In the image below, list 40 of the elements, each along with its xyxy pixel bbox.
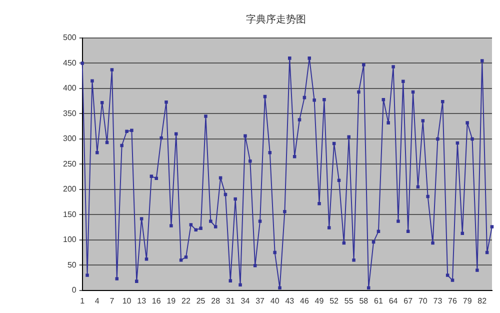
y-tick-label: 500 <box>62 33 77 42</box>
x-tick-label: 70 <box>418 296 428 306</box>
x-tick-label: 46 <box>300 296 310 306</box>
x-tick-label: 79 <box>462 296 472 306</box>
y-tick-label: 350 <box>62 108 77 118</box>
y-tick-label: 150 <box>62 210 77 219</box>
y-tick-label: 400 <box>62 84 77 93</box>
x-tick-label: 7 <box>110 296 115 306</box>
chart-title: 字典序走势图 <box>246 14 306 26</box>
x-tick-label: 76 <box>448 296 458 306</box>
x-tick-label: 40 <box>270 296 280 306</box>
x-tick-label: 28 <box>211 296 221 306</box>
x-tick-label: 37 <box>256 296 266 306</box>
y-tick-label: 300 <box>62 134 77 144</box>
x-tick-label: 19 <box>166 296 176 306</box>
x-tick-label: 4 <box>94 296 100 306</box>
x-tick-label: 34 <box>240 296 250 306</box>
x-tick-label: 22 <box>182 296 191 306</box>
x-tick-label: 43 <box>285 296 295 306</box>
y-tick-label: 50 <box>67 260 77 270</box>
x-tick-label: 1 <box>80 296 86 306</box>
y-tick-label: 250 <box>62 159 77 168</box>
x-tick-label: 52 <box>330 296 340 306</box>
x-tick-label: 25 <box>196 296 206 306</box>
x-tick-label: 10 <box>122 296 132 306</box>
x-tick-label: 61 <box>374 296 384 306</box>
x-tick-label: 55 <box>344 296 354 306</box>
y-tick-label: 0 <box>72 286 77 295</box>
x-tick-label: 16 <box>152 296 162 306</box>
x-tick-label: 31 <box>226 296 236 306</box>
x-tick-label: 58 <box>359 296 369 306</box>
x-tick-label: 49 <box>314 296 324 306</box>
x-tick-label: 13 <box>137 296 147 306</box>
y-tick-label: 200 <box>62 184 77 194</box>
y-tick-label: 100 <box>62 235 77 244</box>
x-tick-label: 64 <box>388 296 398 306</box>
x-tick-label: 73 <box>433 296 443 306</box>
y-tick-label: 450 <box>62 58 77 68</box>
x-tick-label: 67 <box>404 296 414 306</box>
x-tick-label: 82 <box>478 296 488 306</box>
